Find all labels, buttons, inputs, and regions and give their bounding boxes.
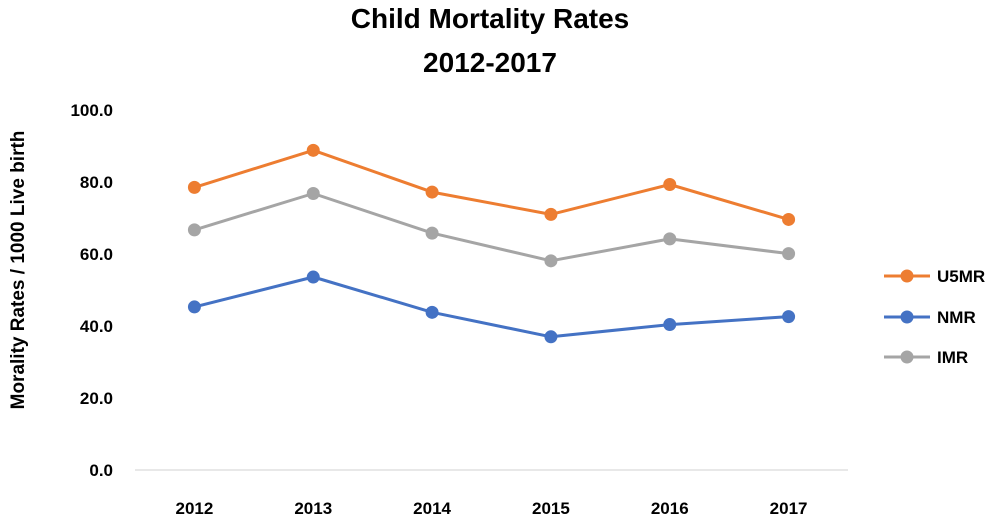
data-point-imr (544, 254, 558, 268)
legend-label: IMR (937, 348, 968, 367)
legend-label: NMR (937, 308, 976, 327)
data-point-u5mr (663, 178, 677, 192)
y-axis-label: Morality Rates / 1000 Live birth (8, 131, 29, 410)
chart-title-line-1: Child Mortality Rates (351, 3, 629, 34)
x-tick-label: 2015 (532, 499, 570, 518)
data-point-imr (187, 223, 201, 237)
data-point-nmr (663, 318, 677, 332)
y-tick-label: 100.0 (70, 101, 113, 120)
legend-item-imr: IMR (884, 348, 968, 367)
chart-title-line-2: 2012-2017 (423, 47, 557, 78)
y-tick-label: 20.0 (80, 389, 113, 408)
y-tick-label: 80.0 (80, 173, 113, 192)
x-tick-label: 2012 (176, 499, 214, 518)
series-line-u5mr (192, 148, 791, 221)
legend: U5MR NMR IMR (884, 267, 985, 367)
series-u5mr (187, 143, 796, 226)
data-point-u5mr (544, 207, 558, 221)
x-tick-label: 2014 (413, 499, 451, 518)
x-tick-label: 2013 (294, 499, 332, 518)
series-line-nmr (192, 275, 791, 339)
y-axis-ticks: 0.0 20.0 40.0 60.0 80.0 100.0 (70, 101, 113, 480)
data-point-imr (663, 232, 677, 246)
data-point-u5mr (425, 185, 439, 199)
data-point-imr (425, 226, 439, 240)
data-point-u5mr (187, 180, 201, 194)
series-layer (187, 143, 796, 344)
legend-item-nmr: NMR (884, 308, 976, 327)
legend-marker (900, 310, 914, 324)
data-point-imr (782, 247, 796, 261)
x-axis-ticks: 2012 2013 2014 2015 2016 2017 (176, 499, 808, 518)
data-point-nmr (544, 330, 558, 344)
legend-item-u5mr: U5MR (884, 267, 985, 286)
data-point-imr (306, 187, 320, 201)
data-point-u5mr (306, 143, 320, 157)
y-tick-label: 60.0 (80, 245, 113, 264)
x-tick-label: 2017 (770, 499, 808, 518)
y-tick-label: 40.0 (80, 317, 113, 336)
data-point-u5mr (782, 212, 796, 226)
y-tick-label: 0.0 (89, 461, 113, 480)
legend-marker (900, 269, 914, 283)
series-imr (187, 187, 796, 268)
data-point-nmr (306, 270, 320, 284)
x-tick-label: 2016 (651, 499, 689, 518)
data-point-nmr (187, 300, 201, 314)
legend-marker (900, 350, 914, 364)
legend-label: U5MR (937, 267, 985, 286)
data-point-nmr (782, 310, 796, 324)
series-line-imr (192, 192, 791, 263)
data-point-nmr (425, 305, 439, 319)
series-nmr (187, 270, 796, 344)
